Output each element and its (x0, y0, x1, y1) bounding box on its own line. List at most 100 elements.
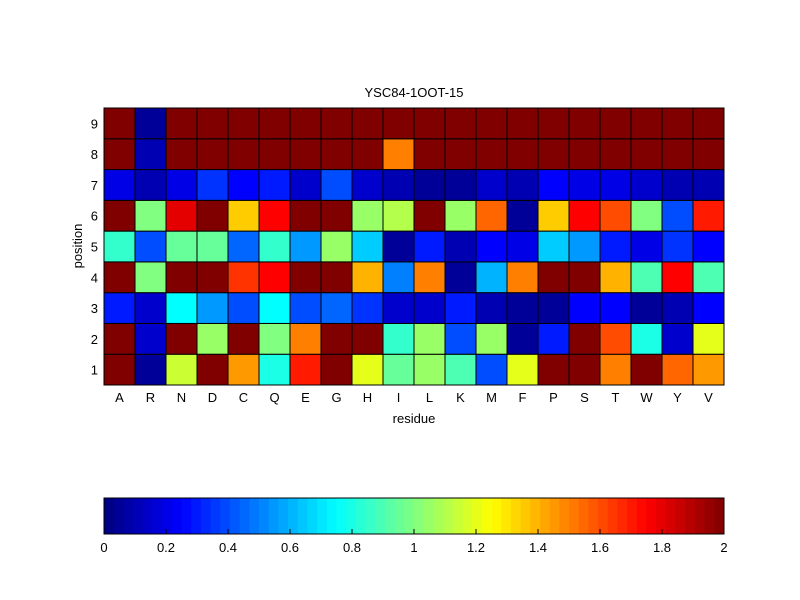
colorbar-segment (404, 498, 415, 534)
colorbar-segment (171, 498, 182, 534)
heatmap-cell (692, 261, 725, 294)
x-tick-label: L (426, 390, 433, 405)
colorbar-segment (501, 498, 512, 534)
y-tick-label: 4 (91, 270, 98, 285)
colorbar-tick-label: 2 (720, 540, 727, 555)
heatmap-cell (103, 353, 136, 386)
heatmap-cell (568, 107, 601, 140)
heatmap-cell (103, 322, 136, 355)
heatmap-cell (661, 230, 694, 263)
colorbar-segment (336, 498, 347, 534)
y-tick-label: 3 (91, 301, 98, 316)
heatmap-cell (258, 199, 291, 232)
heatmap-cell (258, 107, 291, 140)
colorbar-segment (229, 498, 241, 534)
colorbar-segment (268, 498, 279, 534)
heatmap-cell (103, 107, 136, 140)
heatmap-cell (506, 199, 539, 232)
colorbar-segment (249, 498, 260, 534)
x-tick-label: H (363, 390, 372, 405)
x-tick-label: K (456, 390, 465, 405)
heatmap-cell (289, 322, 322, 355)
heatmap-cell (289, 199, 322, 232)
heatmap-cell (351, 292, 384, 324)
heatmap-cell (413, 138, 446, 171)
colorbar-segment (578, 498, 589, 534)
colorbar-segment (133, 498, 144, 534)
heatmap-cell (227, 353, 260, 386)
heatmap-cell (537, 107, 570, 140)
heatmap-cell (134, 353, 167, 386)
heatmap-cell (661, 107, 694, 140)
heatmap-cell (134, 230, 167, 263)
colorbar-tick-label: 0.4 (219, 540, 237, 555)
heatmap-cell (630, 199, 663, 232)
heatmap-cell (351, 353, 384, 386)
heatmap-cell (630, 322, 663, 355)
x-tick-label: E (301, 390, 310, 405)
heatmap-cell (289, 230, 322, 263)
heatmap-cell (475, 353, 508, 386)
colorbar-segment (317, 498, 328, 534)
colorbar-segment (346, 498, 357, 534)
heatmap-cell (196, 230, 229, 263)
heatmap-cell (568, 353, 601, 386)
heatmap-cell (351, 107, 384, 140)
y-tick-label: 8 (91, 147, 98, 162)
heatmap-cell (444, 230, 477, 263)
heatmap-cell (630, 169, 663, 201)
colorbar-tick-label: 0.6 (281, 540, 299, 555)
heatmap-cell (289, 169, 322, 201)
heatmap-cell (196, 261, 229, 294)
heatmap-cell (599, 322, 632, 355)
colorbar-segment (123, 498, 134, 534)
heatmap-cell (103, 169, 136, 201)
heatmap-cell (413, 169, 446, 201)
heatmap-cell (692, 292, 725, 324)
colorbar-segment (607, 498, 618, 534)
heatmap-cell (165, 322, 198, 355)
colorbar-segment (694, 498, 706, 534)
heatmap-cell (630, 353, 663, 386)
colorbar-segment (210, 498, 221, 534)
heatmap-cell (320, 261, 353, 294)
heatmap-cell (351, 261, 384, 294)
heatmap-cell (413, 322, 446, 355)
heatmap-cell (599, 138, 632, 171)
heatmap-cell (444, 261, 477, 294)
heatmap-cell (258, 292, 291, 324)
heatmap-cell (475, 107, 508, 140)
heatmap-cell (475, 138, 508, 171)
heatmap-cell (413, 230, 446, 263)
heatmap-cell (630, 107, 663, 140)
colorbar-segment (423, 498, 434, 534)
heatmap-cell (382, 322, 415, 355)
heatmap-cell (320, 322, 353, 355)
heatmap-cell (258, 353, 291, 386)
colorbar-segment (559, 498, 570, 534)
heatmap-cell (444, 107, 477, 140)
heatmap-cell (661, 292, 694, 324)
colorbar-segment (375, 498, 386, 534)
heatmap-cell (692, 199, 725, 232)
heatmap-cell (227, 199, 260, 232)
heatmap-cell (165, 353, 198, 386)
colorbar-segment (191, 498, 202, 534)
y-tick-label: 9 (91, 116, 98, 131)
y-axis-label: position (70, 224, 85, 269)
heatmap-cell (165, 199, 198, 232)
heatmap-cell (165, 107, 198, 140)
colorbar-segment (433, 498, 444, 534)
heatmap-cell (692, 107, 725, 140)
heatmap-cell (537, 199, 570, 232)
colorbar-tick-label: 1.6 (591, 540, 609, 555)
colorbar-segment (598, 498, 609, 534)
heatmap-cell (382, 261, 415, 294)
heatmap-cell (165, 169, 198, 201)
heatmap-cell (599, 199, 632, 232)
colorbar-segment (326, 498, 337, 534)
heatmap-cell (289, 107, 322, 140)
heatmap-cell (692, 230, 725, 263)
heatmap-cell (506, 169, 539, 201)
heatmap-cell (196, 138, 229, 171)
